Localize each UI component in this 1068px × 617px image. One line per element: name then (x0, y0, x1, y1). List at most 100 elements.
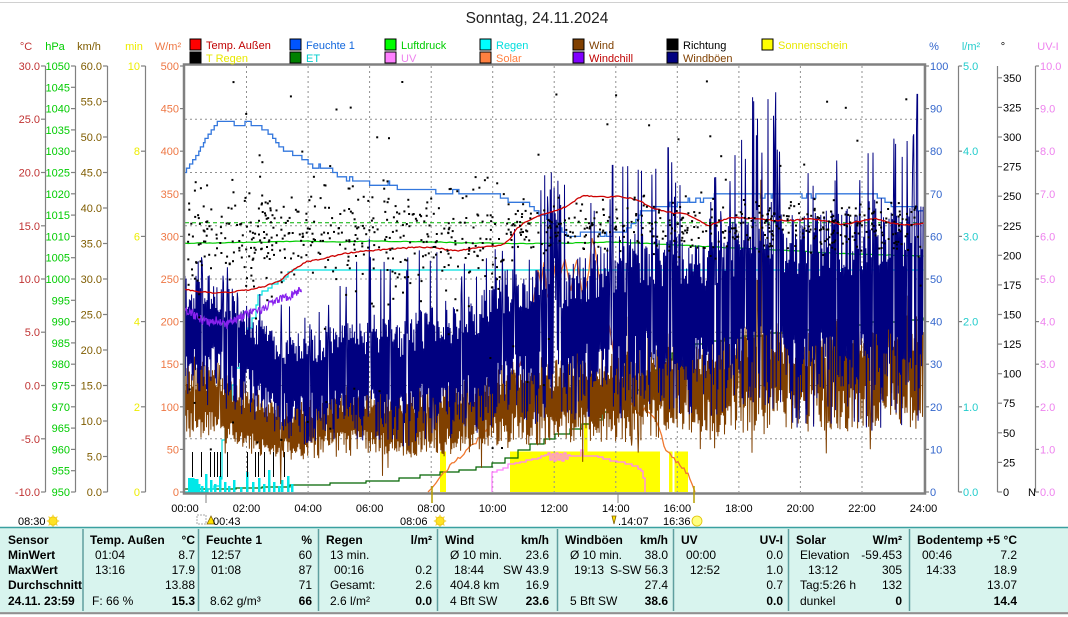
svg-text:00:43: 00:43 (213, 516, 241, 528)
svg-text:0: 0 (134, 487, 140, 499)
svg-text:0.0: 0.0 (963, 487, 978, 499)
svg-text:35.0: 35.0 (81, 239, 102, 251)
svg-text:Feuchte 1: Feuchte 1 (306, 40, 355, 52)
svg-text:08:30: 08:30 (18, 516, 46, 528)
svg-text:15.0: 15.0 (19, 221, 40, 233)
svg-text:%: % (301, 533, 312, 547)
svg-text:1035: 1035 (46, 125, 70, 137)
svg-text:450: 450 (161, 104, 179, 116)
svg-text:990: 990 (52, 317, 70, 329)
svg-text:00:16: 00:16 (334, 563, 364, 577)
svg-text:6.0: 6.0 (1040, 231, 1055, 243)
svg-text:8: 8 (134, 146, 140, 158)
svg-text:08:06: 08:06 (400, 516, 428, 528)
svg-text:8.62 g/m³: 8.62 g/m³ (210, 594, 261, 608)
svg-text:3.0: 3.0 (963, 231, 978, 243)
svg-text:2.0: 2.0 (1040, 402, 1055, 414)
svg-text:300: 300 (161, 231, 179, 243)
svg-text:Solar: Solar (796, 533, 826, 547)
svg-text:90: 90 (930, 104, 942, 116)
svg-text:-5.0: -5.0 (21, 434, 40, 446)
svg-text:325: 325 (1003, 102, 1021, 114)
svg-text:10.0: 10.0 (19, 274, 40, 286)
svg-text:24.11. 23:59: 24.11. 23:59 (8, 594, 75, 608)
svg-text:40: 40 (930, 317, 942, 329)
svg-text:12:00: 12:00 (540, 503, 568, 515)
svg-text:55.0: 55.0 (81, 97, 102, 109)
svg-text:2.0: 2.0 (963, 317, 978, 329)
svg-text:23.6: 23.6 (526, 548, 550, 562)
svg-text:16:00: 16:00 (664, 503, 692, 515)
svg-text:60: 60 (930, 231, 942, 243)
svg-text:Solar: Solar (496, 53, 522, 65)
svg-text:F: 66 %: F: 66 % (92, 594, 134, 608)
svg-text:Windchill: Windchill (589, 53, 633, 65)
svg-text:200: 200 (1003, 250, 1021, 262)
svg-text:225: 225 (1003, 221, 1021, 233)
svg-text:3.0: 3.0 (1040, 359, 1055, 371)
svg-text:Wind: Wind (589, 40, 614, 52)
svg-text:1040: 1040 (46, 104, 70, 116)
svg-text:50: 50 (1003, 428, 1015, 440)
svg-text:01:04: 01:04 (95, 548, 125, 562)
svg-text:0.0: 0.0 (766, 594, 783, 608)
svg-text:14:33: 14:33 (926, 563, 956, 577)
svg-text:18:00: 18:00 (725, 503, 753, 515)
svg-text:60.0: 60.0 (81, 61, 102, 73)
svg-text:10.0: 10.0 (81, 416, 102, 428)
svg-text:4.0: 4.0 (1040, 317, 1055, 329)
svg-text:4 Bft SW: 4 Bft SW (450, 594, 498, 608)
svg-text:UV: UV (681, 533, 698, 547)
svg-text:22:00: 22:00 (848, 503, 876, 515)
svg-text:2.6: 2.6 (415, 578, 432, 592)
svg-text:°C: °C (1004, 533, 1018, 547)
svg-text:23.6: 23.6 (526, 594, 550, 608)
svg-text:0: 0 (1003, 487, 1009, 499)
svg-text:404.8 km: 404.8 km (450, 578, 499, 592)
svg-text:955: 955 (52, 466, 70, 478)
svg-text:71: 71 (299, 578, 313, 592)
svg-text:Feuchte 1: Feuchte 1 (206, 533, 262, 547)
svg-text:T Regen: T Regen (206, 53, 248, 65)
svg-text:30.0: 30.0 (81, 274, 102, 286)
svg-text:38.6: 38.6 (645, 594, 669, 608)
svg-text:15.3: 15.3 (172, 594, 196, 608)
svg-text:6: 6 (134, 231, 140, 243)
svg-text:l/m²: l/m² (962, 41, 981, 53)
svg-text:.14:07: .14:07 (618, 516, 649, 528)
svg-text:-59.453: -59.453 (861, 548, 902, 562)
svg-text:995: 995 (52, 295, 70, 307)
svg-text:Gesamt:: Gesamt: (330, 578, 375, 592)
svg-text:0.7: 0.7 (766, 578, 783, 592)
svg-text:10: 10 (128, 61, 140, 73)
svg-text:38.0: 38.0 (645, 548, 669, 562)
svg-text:50.0: 50.0 (81, 132, 102, 144)
svg-text:13:16: 13:16 (95, 563, 125, 577)
svg-text:100: 100 (161, 402, 179, 414)
svg-text:12:57: 12:57 (211, 548, 241, 562)
svg-text:30.0: 30.0 (19, 61, 40, 73)
svg-text:75: 75 (1003, 398, 1015, 410)
svg-text:1015: 1015 (46, 210, 70, 222)
svg-text:min: min (125, 41, 143, 53)
svg-text:0.0: 0.0 (87, 487, 102, 499)
svg-text:Temp. Außen: Temp. Außen (90, 533, 165, 547)
svg-text:27.4: 27.4 (645, 578, 669, 592)
svg-text:Ø 10 min.: Ø 10 min. (450, 548, 502, 562)
svg-text:0.2: 0.2 (415, 563, 432, 577)
svg-text:60: 60 (299, 548, 313, 562)
svg-text:25.0: 25.0 (19, 114, 40, 126)
svg-text:5.0: 5.0 (963, 61, 978, 73)
svg-text:10.0: 10.0 (1040, 61, 1061, 73)
svg-text:UV: UV (401, 53, 417, 65)
svg-text:Wind: Wind (445, 533, 474, 547)
svg-text:50: 50 (167, 444, 179, 456)
svg-text:Elevation: Elevation (800, 548, 849, 562)
svg-text:275: 275 (1003, 162, 1021, 174)
svg-text:20.0: 20.0 (19, 168, 40, 180)
svg-text:Temp. Außen: Temp. Außen (206, 40, 271, 52)
svg-text:305: 305 (882, 563, 902, 577)
svg-text:70: 70 (930, 189, 942, 201)
svg-text:1.0: 1.0 (963, 402, 978, 414)
svg-text:0.0: 0.0 (1040, 487, 1055, 499)
